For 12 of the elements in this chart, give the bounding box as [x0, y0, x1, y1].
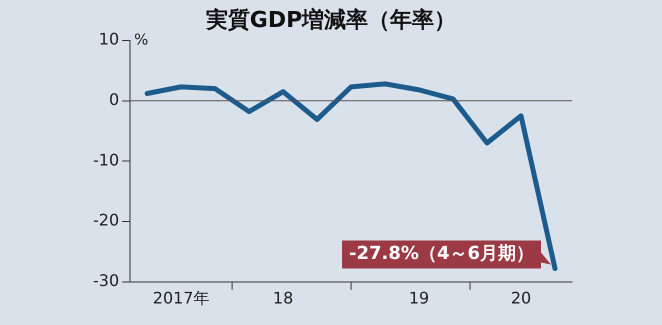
y-axis-title: % — [134, 30, 148, 48]
x-tick-label: 19 — [408, 288, 430, 308]
y-tick-label: 10 — [98, 30, 120, 49]
y-tick-label: -20 — [92, 210, 120, 230]
annotation: -27.8%（4～6月期） — [349, 243, 534, 264]
chart-title: 実質GDP増減率（年率） — [204, 6, 456, 33]
y-tick-label: -30 — [92, 270, 120, 290]
y-tick-label: -10 — [92, 150, 120, 170]
y-tick-label: 0 — [108, 90, 120, 109]
x-tick-label: 20 — [510, 288, 532, 308]
x-tick-label: 2017年 — [152, 288, 210, 308]
x-tick-label: 18 — [272, 288, 294, 308]
